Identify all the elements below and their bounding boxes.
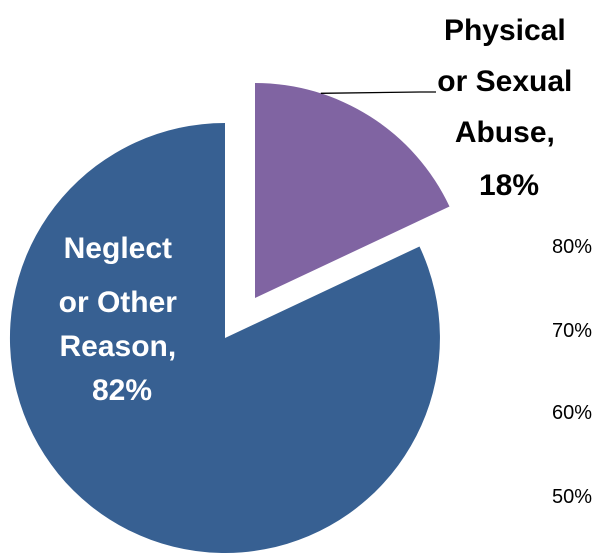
background-axis-tick: 60% [552,402,592,424]
slice-label-line: 18% [479,169,539,202]
pie-slice-neglect-or-other-reason [9,122,440,553]
background-axis-tick: 80% [552,236,592,258]
slice-label-line: Abuse, [455,116,555,149]
background-axis-tick: 50% [552,486,592,508]
slice-label-line: Neglect [64,232,172,265]
slice-label-physical-or-sexual-abuse: Physical or Sexual Abuse, 18% [437,14,580,202]
slice-label-line: Reason, [59,330,176,363]
slice-label-line: or Other [59,286,178,319]
background-axis-tick: 70% [552,320,592,342]
pie-slice-physical-or-sexual-abuse [255,83,450,298]
slice-label-neglect-or-other-reason: Neglect or Other Reason, 82% [59,232,186,407]
slice-label-line: or Sexual [437,65,572,98]
slice-label-line: Physical [444,14,566,47]
label-leader-line [320,91,436,94]
slice-label-line: 82% [92,374,152,407]
